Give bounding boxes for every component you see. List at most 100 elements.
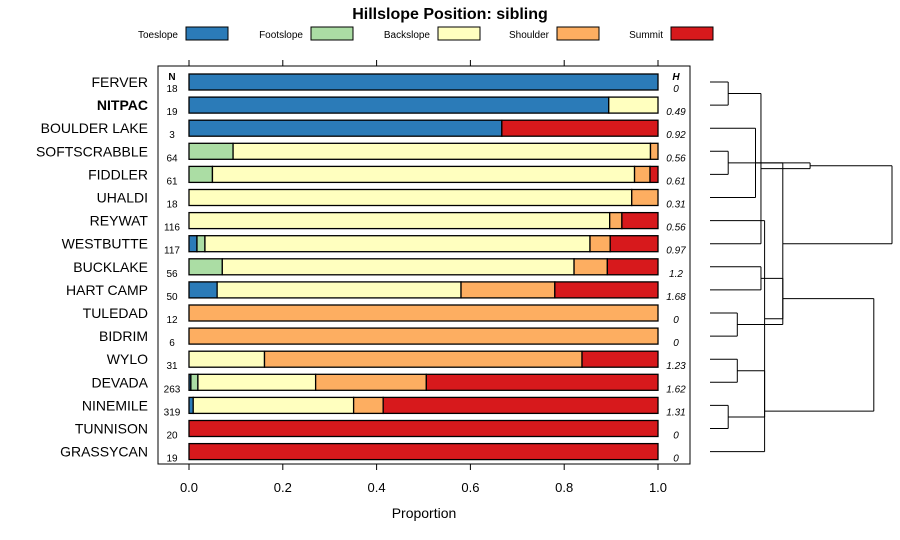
h-value: 0 xyxy=(673,431,679,442)
bar-segment-summit xyxy=(609,235,659,253)
h-value: 1.2 xyxy=(669,269,683,280)
n-value: 319 xyxy=(164,407,181,418)
bar-segment-backslope xyxy=(216,281,462,299)
row-label-reywat: REYWAT xyxy=(90,213,149,229)
bar-segment-toeslope xyxy=(188,73,659,91)
row-label-westbutte: WESTBUTTE xyxy=(62,236,148,252)
bar-segment-shoulder xyxy=(263,350,583,368)
n-value: 19 xyxy=(166,107,178,118)
h-value: 1.62 xyxy=(666,384,686,395)
bar-segment-summit xyxy=(425,373,659,391)
n-header: N xyxy=(168,72,175,83)
h-value: 0.92 xyxy=(666,130,686,141)
bar-segment-shoulder xyxy=(188,304,659,322)
bar-segment-summit xyxy=(554,281,659,299)
bar-segment-backslope xyxy=(188,188,633,207)
x-tick-label: 0.6 xyxy=(461,480,479,495)
bar-segment-summit xyxy=(382,396,659,415)
n-value: 116 xyxy=(164,223,180,234)
h-header: H xyxy=(672,72,680,83)
row-bidrim: BIDRIM 6 0 xyxy=(99,327,679,349)
legend-label-footslope: Footslope xyxy=(259,30,303,41)
row-label-devada: DEVADA xyxy=(91,374,148,390)
h-value: 0.97 xyxy=(666,246,686,257)
bar-segment-toeslope xyxy=(188,235,198,253)
legend-swatch-summit xyxy=(670,26,714,41)
bar-segment-summit xyxy=(621,211,659,230)
bar-segment-summit xyxy=(649,165,659,184)
bar-segment-backslope xyxy=(188,211,611,230)
bar-segment-summit xyxy=(188,419,659,438)
bar-segment-shoulder xyxy=(649,142,659,160)
row-label-tunnison: TUNNISON xyxy=(75,421,148,437)
row-devada: DEVADA 263 1.62 xyxy=(91,373,686,395)
legend-swatch-footslope xyxy=(310,26,354,41)
legend-label-shoulder: Shoulder xyxy=(509,30,550,41)
n-value: 12 xyxy=(166,315,178,326)
row-fiddler: FIDDLER 61 0.61 xyxy=(88,165,686,187)
bar-segment-backslope xyxy=(232,142,652,160)
bar-segment-summit xyxy=(581,350,659,368)
row-ferver: FERVER 18 0 xyxy=(91,73,679,95)
bar-segment-backslope xyxy=(197,373,317,391)
row-westbutte: WESTBUTTE 117 0.97 xyxy=(62,235,686,257)
row-label-grassycan: GRASSYCAN xyxy=(60,444,148,460)
legend-swatch-shoulder xyxy=(556,26,600,41)
row-label-fiddler: FIDDLER xyxy=(88,166,148,182)
row-label-bucklake: BUCKLAKE xyxy=(73,259,148,275)
h-value: 0 xyxy=(673,454,679,465)
bar-segment-backslope xyxy=(192,396,355,415)
h-value: 0 xyxy=(673,84,679,95)
row-label-uhaldi: UHALDI xyxy=(97,190,148,206)
row-label-hart-camp: HART CAMP xyxy=(66,282,148,298)
x-tick-label: 1.0 xyxy=(649,480,667,495)
bar-segment-backslope xyxy=(608,96,659,114)
h-value: 0.56 xyxy=(666,153,686,164)
bar-segment-footslope xyxy=(188,165,214,184)
chart-title: Hillslope Position: sibling xyxy=(352,6,548,23)
h-value: 0.56 xyxy=(666,223,686,234)
bar-segment-shoulder xyxy=(352,396,384,415)
n-value: 61 xyxy=(166,176,178,187)
n-value: 117 xyxy=(164,246,180,257)
legend-swatch-toeslope xyxy=(185,26,229,41)
legend-label-toeslope: Toeslope xyxy=(138,30,178,41)
bar-segment-backslope xyxy=(204,235,591,253)
x-tick-label: 0.8 xyxy=(555,480,573,495)
bar-segment-shoulder xyxy=(589,235,611,253)
dendrogram xyxy=(710,81,893,453)
row-grassycan: GRASSYCAN 19 0 xyxy=(60,442,679,465)
bar-segment-backslope xyxy=(221,258,575,276)
bar-segment-summit xyxy=(606,258,659,276)
row-softscrabble: SOFTSCRABBLE 64 0.56 xyxy=(36,142,686,164)
n-value: 263 xyxy=(164,384,181,395)
x-tick-label: 0.0 xyxy=(180,480,198,495)
bar-segment-summit xyxy=(188,442,659,461)
x-axis-label: Proportion xyxy=(392,505,457,521)
h-value: 1.31 xyxy=(666,407,685,418)
row-label-bidrim: BIDRIM xyxy=(99,328,148,344)
h-value: 0 xyxy=(673,338,679,349)
row-label-softscrabble: SOFTSCRABBLE xyxy=(36,143,148,159)
row-hart-camp: HART CAMP 50 1.68 xyxy=(66,281,686,303)
bar-segment-shoulder xyxy=(633,165,651,184)
row-label-tuledad: TULEDAD xyxy=(83,305,148,321)
h-value: 0 xyxy=(673,315,679,326)
n-value: 31 xyxy=(166,361,178,372)
n-value: 19 xyxy=(166,454,178,465)
bar-segment-shoulder xyxy=(314,373,427,391)
plot-frame xyxy=(157,65,691,465)
row-label-nitpac: NITPAC xyxy=(97,97,148,113)
n-value: 18 xyxy=(166,84,178,95)
row-bucklake: BUCKLAKE 56 1.2 xyxy=(73,258,683,280)
row-label-ninemile: NINEMILE xyxy=(82,397,148,413)
bar-segment-shoulder xyxy=(609,211,623,230)
row-reywat: REYWAT 116 0.56 xyxy=(90,211,686,234)
n-value: 64 xyxy=(166,153,178,164)
bar-segment-summit xyxy=(501,119,659,137)
x-tick-label: 0.2 xyxy=(274,480,292,495)
bar-segment-backslope xyxy=(211,165,636,184)
row-label-ferver: FERVER xyxy=(91,74,148,90)
